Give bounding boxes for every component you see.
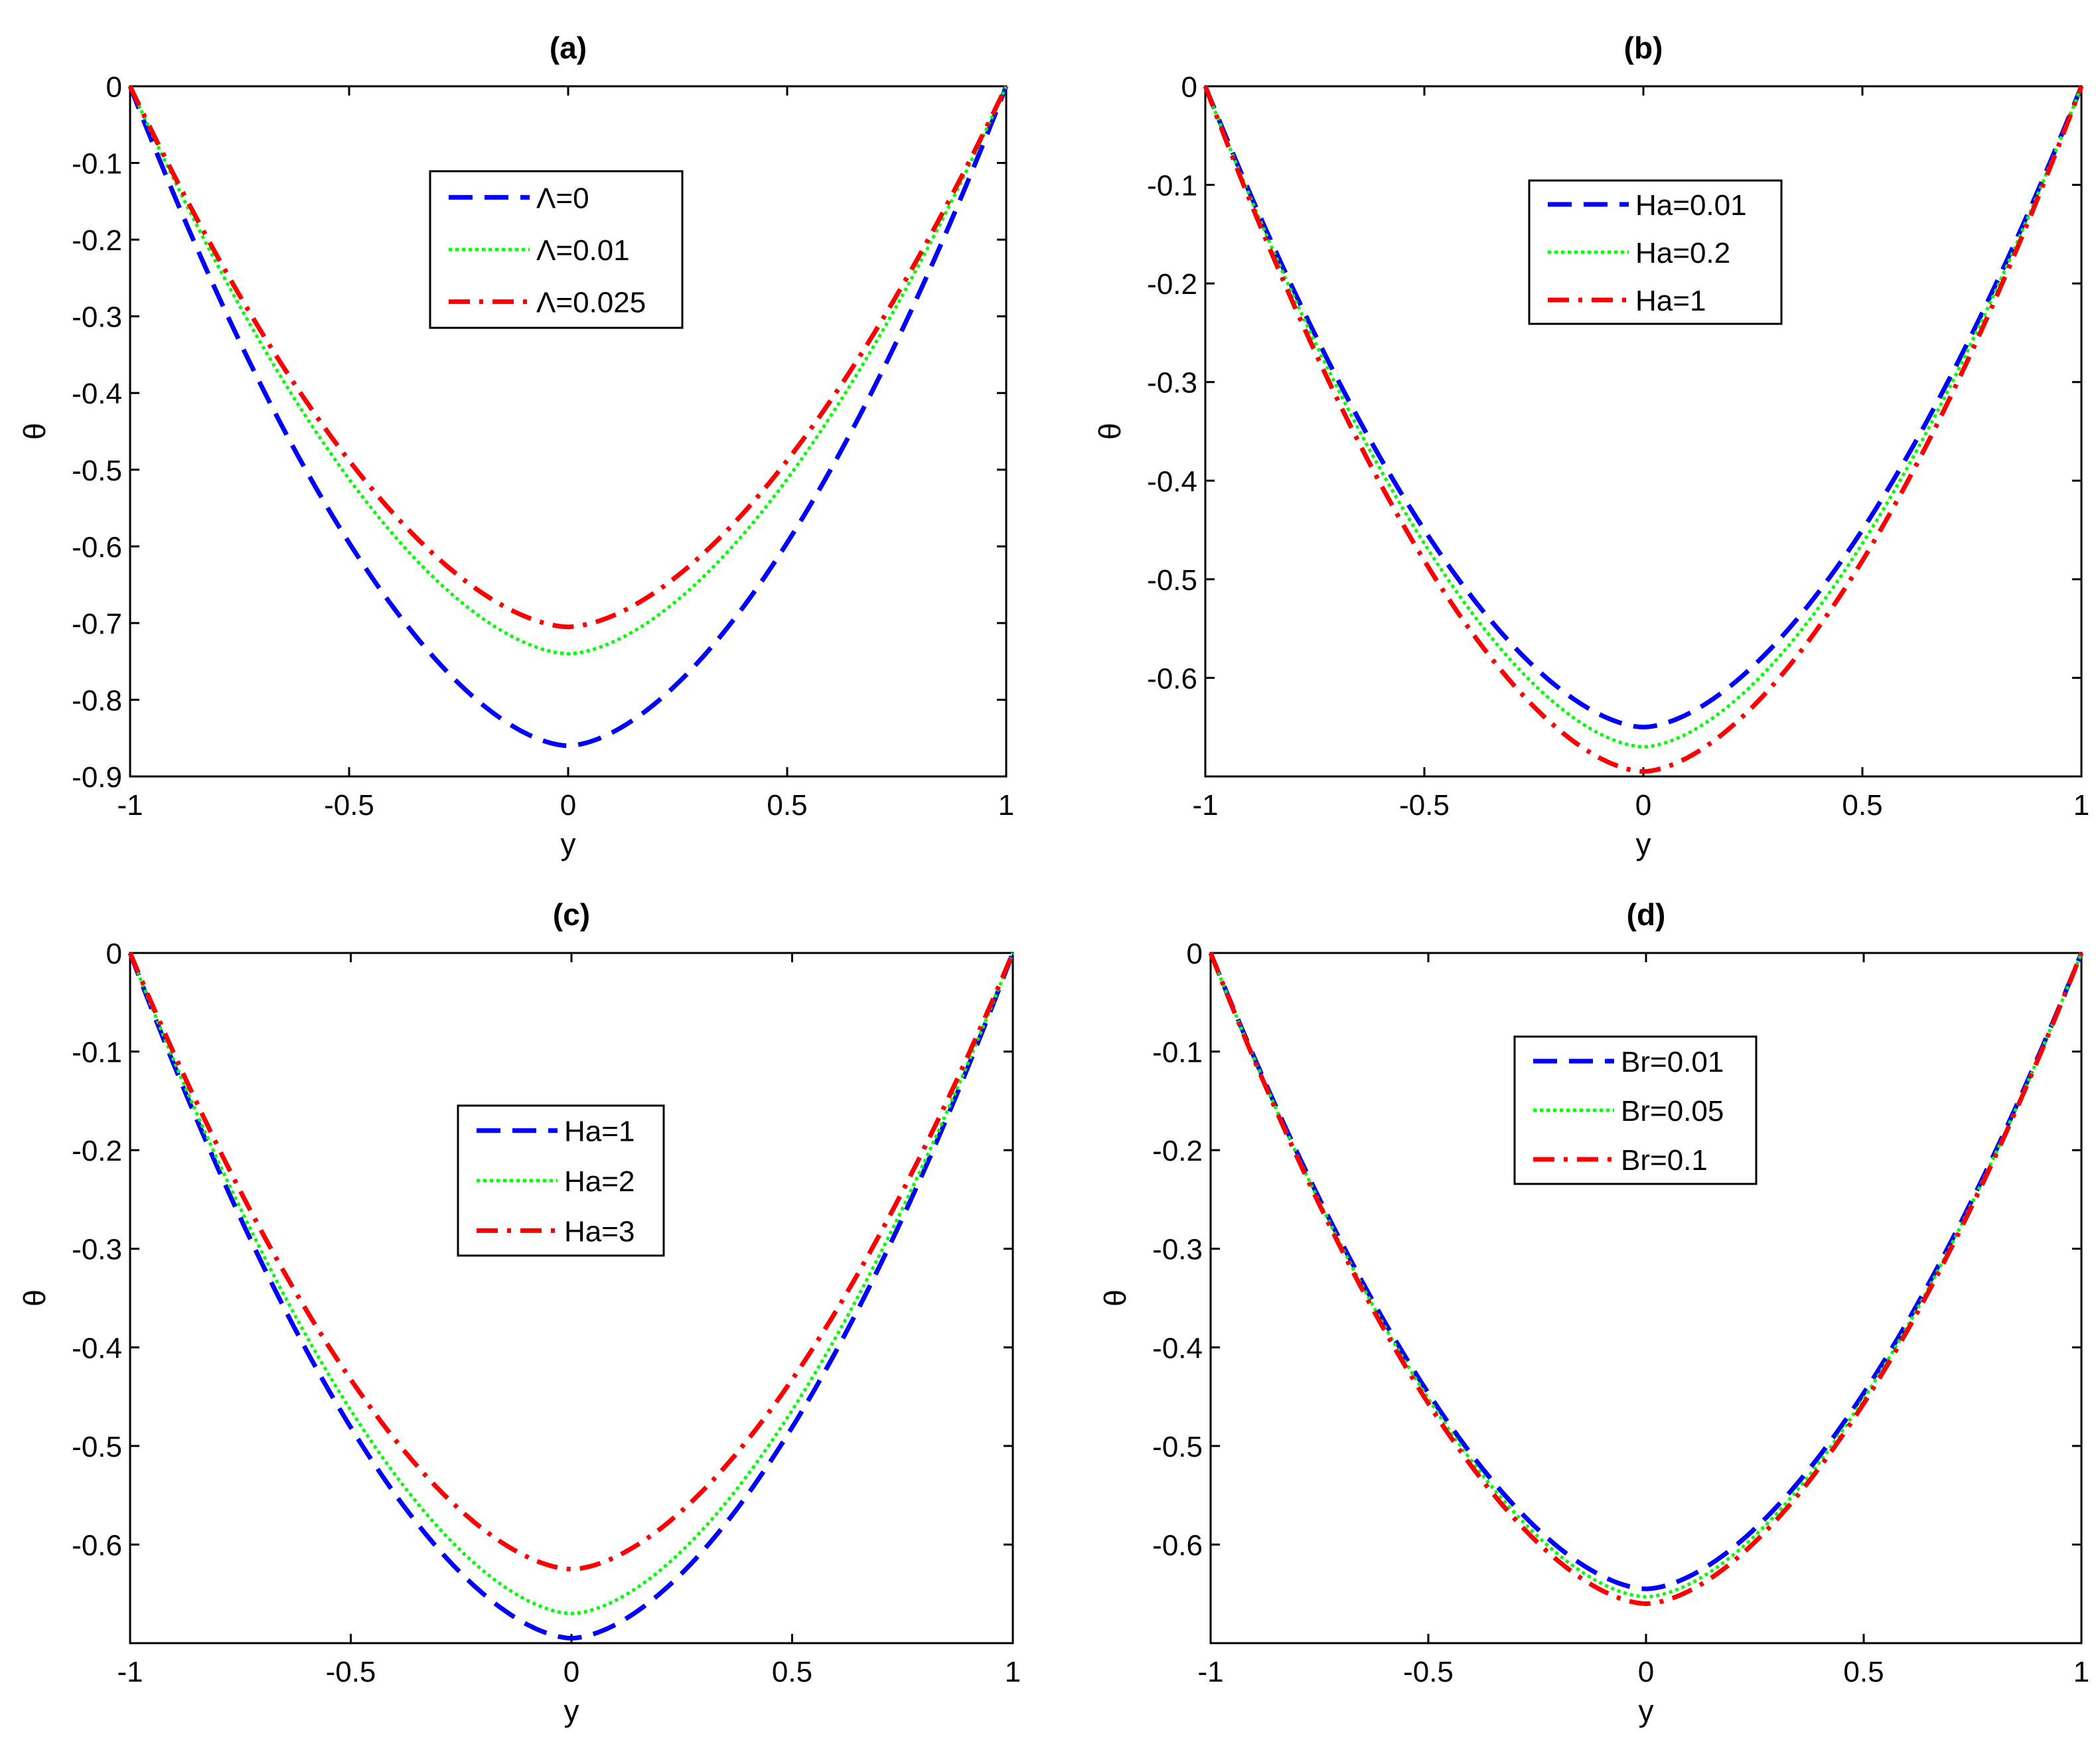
legend-label-0: Ha=0.01 — [1635, 189, 1747, 222]
y-tick-label: 0 — [106, 938, 122, 970]
legend-label-0: Ha=1 — [564, 1116, 635, 1148]
x-tick-label: 1 — [1005, 1656, 1021, 1688]
legend-label-0: Λ=0 — [536, 182, 589, 214]
y-tick-label: -0.3 — [72, 1234, 122, 1266]
y-tick-label: -0.5 — [1147, 564, 1197, 597]
y-axis-label: θ — [17, 1289, 52, 1307]
y-tick-label: -0.2 — [72, 224, 122, 257]
series-line-2 — [1203, 85, 2084, 774]
x-axis-label: y — [561, 827, 576, 861]
series-line-2 — [127, 85, 1009, 630]
x-tick-label: -0.5 — [1399, 789, 1450, 822]
y-tick-label: -0.6 — [1152, 1529, 1203, 1562]
x-tick-label: 1 — [2073, 789, 2089, 822]
legend-label-2: Br=0.1 — [1621, 1144, 1708, 1177]
y-tick-label: -0.8 — [72, 684, 122, 717]
chart-panel-1: (b) -1 -0.5 0 0.5 1 0 -0.1 -0.2 -0.3 -0.4 -0.5 -0.6 y… — [1092, 31, 2089, 861]
y-tick-label: -0.3 — [1147, 367, 1197, 400]
x-axis-label: y — [564, 1694, 579, 1728]
x-tick-label: 1 — [2073, 1656, 2089, 1688]
series-line-1 — [128, 85, 1008, 656]
legend-label-1: Br=0.05 — [1621, 1095, 1724, 1128]
chart-title: (d) — [1627, 897, 1666, 932]
chart-title: (b) — [1624, 31, 1663, 65]
chart-panel-2: (c) -1 -0.5 0 0.5 1 0 -0.1 -0.2 -0.3 -0.4 -0.5 -0.6 y… — [17, 897, 1021, 1728]
series-line-1 — [1203, 86, 2083, 749]
legend-label-2: Ha=3 — [564, 1215, 635, 1248]
plot-area — [129, 952, 1014, 1644]
series-line-0 — [1203, 85, 2084, 730]
x-tick-label: 0.5 — [767, 789, 807, 822]
y-tick-label: -0.4 — [72, 1332, 122, 1364]
x-tick-label: 0 — [560, 789, 576, 822]
series-line-2 — [127, 952, 1015, 1572]
x-tick-label: 1 — [998, 789, 1014, 822]
series-line-1 — [128, 952, 1015, 1615]
chart-title: (a) — [550, 31, 587, 65]
legend-label-2: Ha=1 — [1635, 285, 1706, 317]
y-tick-label: -0.4 — [72, 378, 122, 410]
series-line-0 — [127, 85, 1009, 749]
y-tick-label: -0.2 — [72, 1135, 122, 1167]
legend: Br=0.01 Br=0.05 Br=0.1 — [1513, 1035, 1758, 1185]
y-tick-label: -0.5 — [72, 455, 122, 487]
x-tick-label: -1 — [1197, 1656, 1223, 1688]
y-tick-label: -0.3 — [72, 301, 122, 334]
y-tick-label: 0 — [1181, 71, 1197, 104]
y-axis-label: θ — [17, 423, 52, 440]
x-axis-label: y — [1636, 827, 1651, 861]
y-axis-label: θ — [1098, 1289, 1132, 1307]
y-tick-label: -0.4 — [1152, 1332, 1203, 1364]
x-tick-label: 0 — [563, 1656, 579, 1688]
x-tick-label: 0.5 — [1842, 789, 1882, 822]
y-tick-label: -0.1 — [1152, 1037, 1203, 1069]
legend-label-1: Ha=0.2 — [1635, 237, 1730, 269]
y-tick-label: -0.1 — [1147, 170, 1197, 202]
y-tick-label: 0 — [1187, 938, 1203, 970]
legend: Ha=0.01 Ha=0.2 Ha=1 — [1528, 179, 1783, 325]
chart-panel-3: (d) -1 -0.5 0 0.5 1 0 -0.1 -0.2 -0.3 -0.4 -0.5 -0.6 y… — [1098, 897, 2089, 1728]
series-line-0 — [127, 952, 1015, 1641]
y-tick-label: -0.2 — [1147, 268, 1197, 301]
y-tick-label: -0.5 — [72, 1431, 122, 1463]
x-tick-label: -1 — [1192, 789, 1218, 822]
legend: Λ=0 Λ=0.01 Λ=0.025 — [429, 170, 684, 329]
legend-label-2: Λ=0.025 — [536, 287, 646, 319]
y-tick-label: -0.1 — [72, 148, 122, 181]
legend: Ha=1 Ha=2 Ha=3 — [457, 1104, 665, 1257]
series-line-0 — [1208, 952, 2084, 1591]
y-tick-label: -0.7 — [72, 608, 122, 640]
x-axis-label: y — [1639, 1694, 1654, 1728]
y-tick-label: -0.2 — [1152, 1135, 1203, 1167]
chart-panel-0: (a) -1 -0.5 0 0.5 1 0 -0.1 -0.2 -0.3 -0.4 -0.5 -0.6 -… — [17, 31, 1014, 861]
x-tick-label: -0.5 — [1403, 1656, 1454, 1688]
y-tick-label: 0 — [106, 71, 122, 104]
x-tick-label: -1 — [117, 1656, 143, 1688]
y-tick-label: -0.5 — [1152, 1431, 1203, 1463]
legend-label-0: Br=0.01 — [1621, 1046, 1724, 1078]
legend-label-1: Λ=0.01 — [536, 234, 630, 267]
x-tick-label: -0.5 — [326, 1656, 376, 1688]
x-tick-label: -0.5 — [324, 789, 374, 822]
x-tick-label: -1 — [117, 789, 143, 822]
y-axis-label: θ — [1092, 423, 1127, 440]
y-tick-label: -0.6 — [72, 531, 122, 563]
x-tick-label: 0 — [1635, 789, 1651, 822]
chart-title: (c) — [553, 897, 590, 932]
x-tick-label: 0.5 — [1843, 1656, 1884, 1688]
y-tick-label: -0.1 — [72, 1037, 122, 1069]
y-tick-label: -0.6 — [1147, 662, 1197, 695]
y-tick-label: -0.4 — [1147, 465, 1197, 498]
series-line-2 — [1208, 952, 2084, 1607]
y-tick-label: -0.6 — [72, 1529, 122, 1562]
x-tick-label: 0.5 — [772, 1656, 812, 1688]
legend-label-1: Ha=2 — [564, 1165, 635, 1198]
y-tick-label: -0.9 — [72, 761, 122, 794]
x-tick-label: 0 — [1638, 1656, 1654, 1688]
y-tick-label: -0.3 — [1152, 1234, 1203, 1266]
